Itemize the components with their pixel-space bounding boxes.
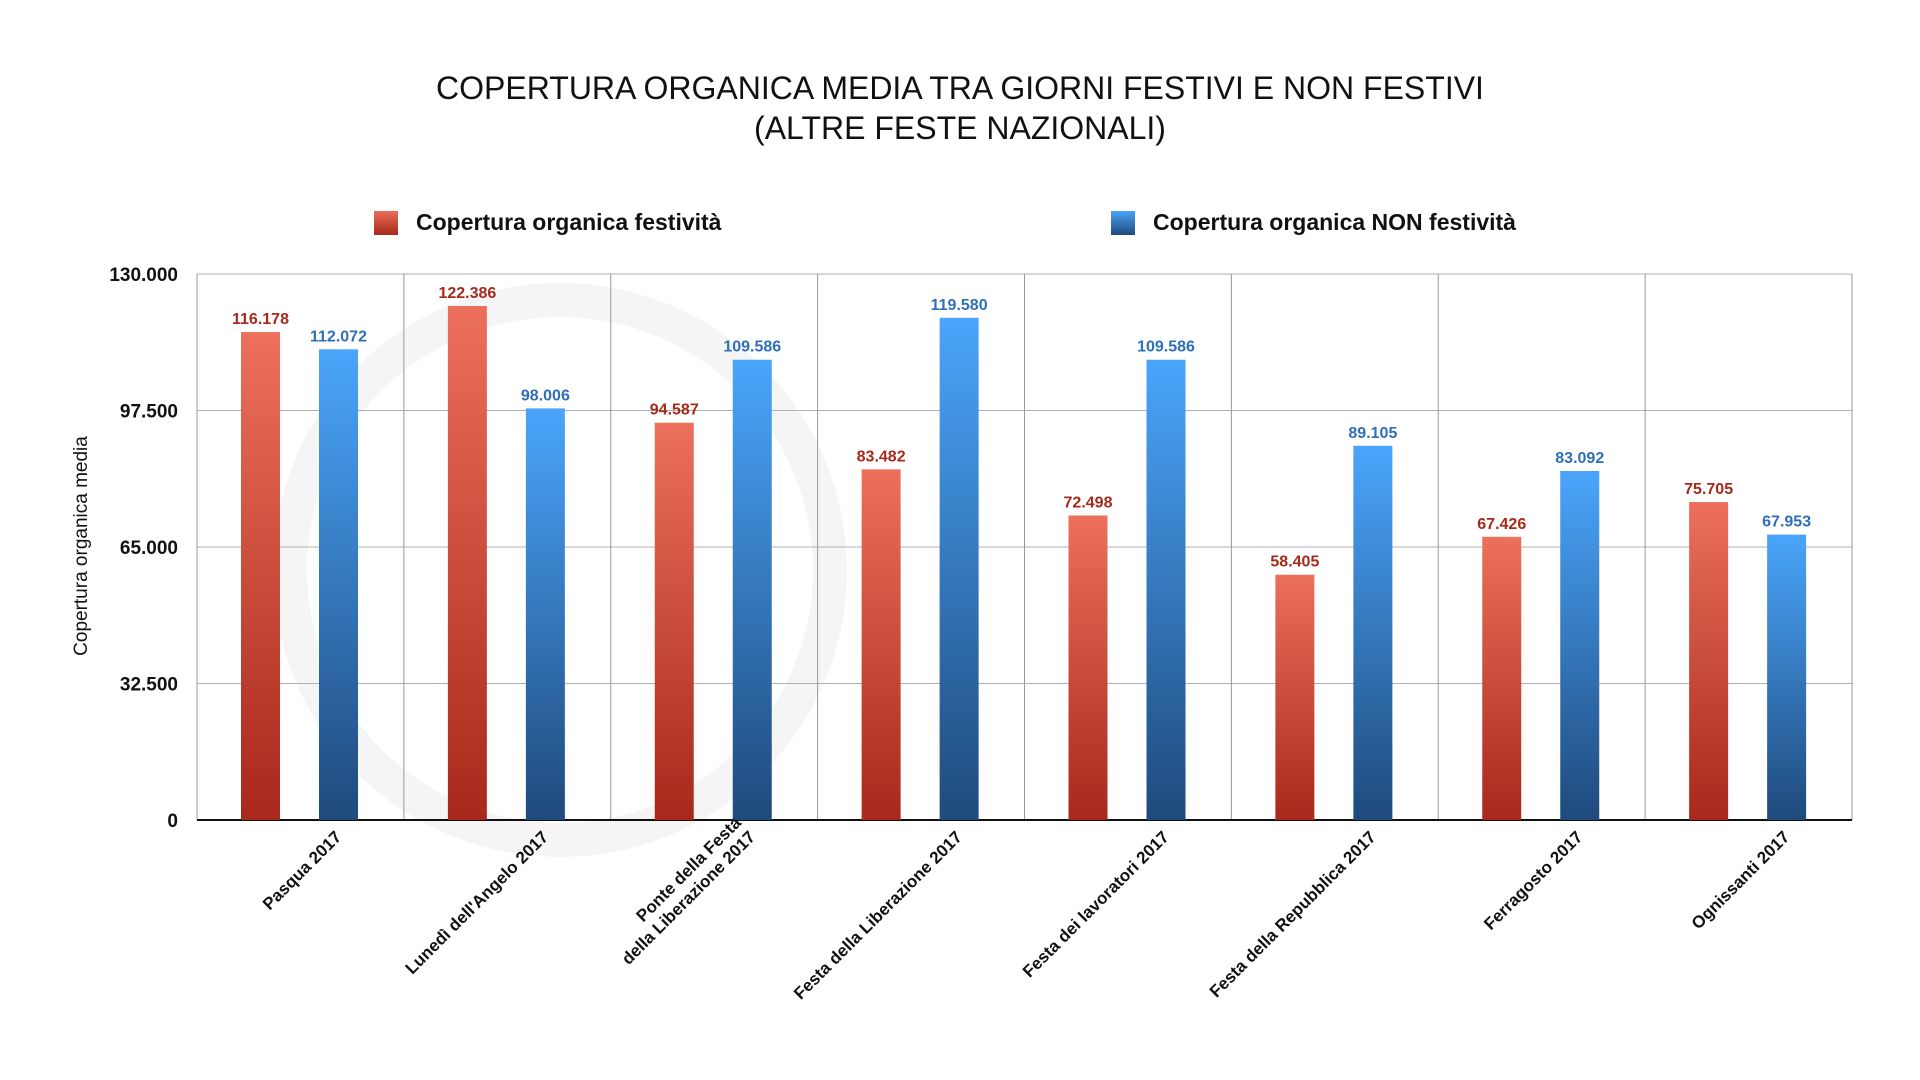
x-tick-label-line: Pasqua 2017 xyxy=(259,827,345,913)
bar-non-festivita xyxy=(1146,359,1186,820)
data-label: 58.405 xyxy=(1270,554,1319,571)
watermark-logo-circle xyxy=(273,283,847,857)
data-label: 72.498 xyxy=(1064,495,1113,512)
y-tick-label: 0 xyxy=(167,811,178,832)
data-label: 83.482 xyxy=(857,448,906,465)
data-label: 94.587 xyxy=(650,402,699,419)
legend-item-non-festivita: Copertura organica NON festività xyxy=(1111,209,1516,236)
data-label: 98.006 xyxy=(521,387,570,404)
legend-swatch-blue xyxy=(1111,210,1135,235)
bar-festivita xyxy=(1068,515,1108,820)
bar-non-festivita xyxy=(1560,471,1600,820)
x-tick-label-line: Festa della Liberazione 2017 xyxy=(790,827,966,1003)
bar-non-festivita xyxy=(319,349,358,820)
bar-festivita xyxy=(861,469,901,820)
x-tick-label: Festa della Liberazione 2017 xyxy=(790,827,966,1003)
data-label: 112.072 xyxy=(310,328,367,345)
chart-title-line-1: COPERTURA ORGANICA MEDIA TRA GIORNI FEST… xyxy=(436,70,1484,106)
x-tick-label: Pasqua 2017 xyxy=(259,827,345,913)
bar-festivita xyxy=(1689,502,1729,820)
data-label: 122.386 xyxy=(438,285,496,302)
legend-label: Copertura organica festività xyxy=(416,209,722,235)
data-label: 119.580 xyxy=(931,297,988,314)
y-tick-label: 32.500 xyxy=(120,675,178,696)
bar-festivita xyxy=(654,422,694,820)
legend-item-festivita: Copertura organica festività xyxy=(374,209,721,236)
bar-non-festivita xyxy=(525,408,565,820)
x-tick-label: Ognissanti 2017 xyxy=(1688,827,1794,933)
data-label: 83.092 xyxy=(1555,450,1604,467)
data-label: 116.178 xyxy=(232,311,289,328)
x-tick-label-line: Lunedì dell'Angelo 2017 xyxy=(402,827,553,978)
x-tick-label-line: Festa dei lavoratori 2017 xyxy=(1019,827,1173,981)
bar-festivita xyxy=(447,305,487,821)
bar-festivita xyxy=(1275,574,1315,820)
bar-non-festivita xyxy=(939,317,979,820)
bar-festivita xyxy=(241,332,280,820)
data-label: 67.426 xyxy=(1477,516,1526,533)
bar-non-festivita xyxy=(1353,445,1393,820)
x-tick-label: Lunedì dell'Angelo 2017 xyxy=(402,827,553,978)
legend-label: Copertura organica NON festività xyxy=(1153,209,1516,235)
bar-non-festivita xyxy=(1767,534,1807,820)
data-label: 109.586 xyxy=(1137,339,1195,356)
data-label: 67.953 xyxy=(1762,514,1811,531)
data-label: 89.105 xyxy=(1348,425,1397,442)
x-tick-label: Festa dei lavoratori 2017 xyxy=(1019,827,1173,981)
legend-swatch-red xyxy=(374,210,398,235)
data-label: 109.586 xyxy=(723,339,781,356)
x-tick-label-line: Ognissanti 2017 xyxy=(1688,827,1794,933)
bar-festivita xyxy=(1482,536,1522,820)
y-tick-label: 130.000 xyxy=(109,265,178,286)
data-label: 75.705 xyxy=(1684,481,1733,498)
x-tick-label-line: della Liberazione 2017 xyxy=(618,827,759,968)
bar-non-festivita xyxy=(732,359,772,820)
x-tick-label: Festa della Repubblica 2017 xyxy=(1206,827,1380,1001)
chart-title-line-2: (ALTRE FESTE NAZIONALI) xyxy=(754,110,1166,146)
x-tick-label: Ferragosto 2017 xyxy=(1480,827,1586,933)
x-tick-label-line: Ferragosto 2017 xyxy=(1480,827,1586,933)
y-tick-label: 65.000 xyxy=(120,538,178,559)
y-tick-label: 97.500 xyxy=(120,402,178,423)
x-tick-label-line: Festa della Repubblica 2017 xyxy=(1206,827,1380,1001)
